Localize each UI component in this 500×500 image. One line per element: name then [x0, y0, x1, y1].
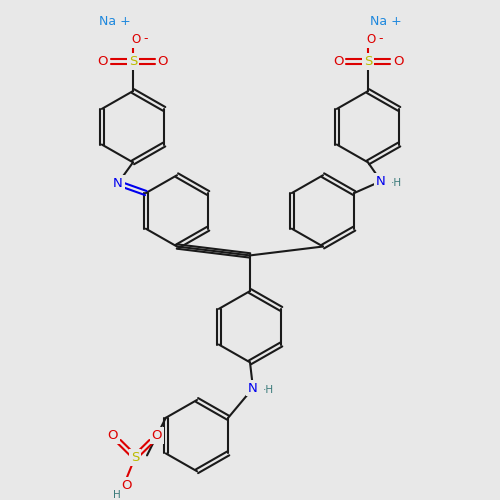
Text: N: N — [113, 176, 123, 190]
Text: ·H: ·H — [263, 385, 274, 395]
Text: ·H: ·H — [391, 178, 402, 188]
Text: N: N — [248, 382, 258, 394]
Text: O: O — [333, 55, 343, 68]
Text: Na +: Na + — [99, 16, 131, 28]
Text: Na +: Na + — [370, 16, 402, 28]
Text: S: S — [131, 451, 139, 464]
Text: O: O — [158, 55, 168, 68]
Text: -: - — [144, 32, 148, 45]
Text: H: H — [113, 490, 121, 500]
Text: O: O — [98, 55, 108, 68]
Text: N: N — [376, 174, 386, 188]
Text: -: - — [379, 32, 384, 45]
Text: O: O — [132, 33, 140, 46]
Text: O: O — [366, 33, 376, 46]
Text: S: S — [129, 55, 137, 68]
Text: S: S — [364, 55, 372, 68]
Text: O: O — [122, 478, 132, 492]
Text: O: O — [393, 55, 403, 68]
Text: O: O — [152, 429, 162, 442]
Text: O: O — [108, 429, 118, 442]
